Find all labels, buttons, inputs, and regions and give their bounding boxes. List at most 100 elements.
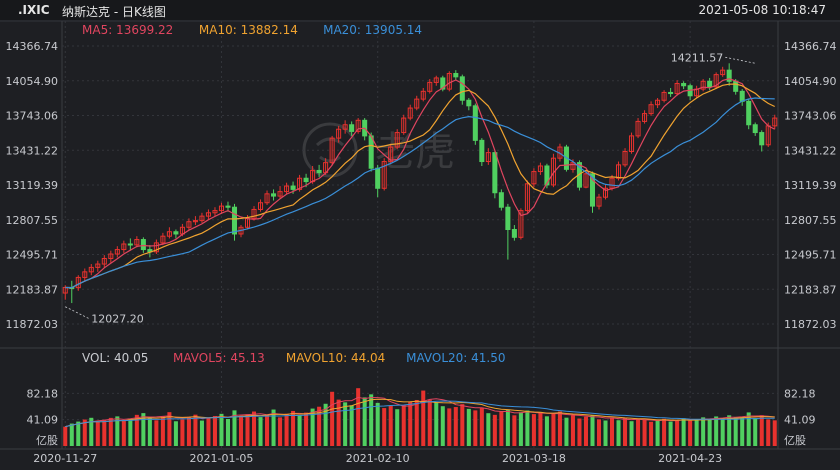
volume-bar — [583, 416, 588, 446]
volume-bar — [401, 405, 406, 446]
candle-body — [101, 257, 107, 265]
candle-body — [524, 183, 530, 212]
price-tick-left: 14054.90 — [6, 75, 59, 88]
volume-bar — [714, 416, 719, 446]
candle-body — [576, 162, 582, 188]
price-tick-right: 13119.39 — [784, 179, 837, 192]
high-annotation-label: 14211.57 — [671, 51, 724, 64]
candle-body — [739, 90, 745, 102]
candle-body — [518, 210, 524, 238]
volume-tick-right: 41.09 — [784, 414, 816, 427]
candle-body — [544, 165, 550, 186]
candle-body — [733, 80, 739, 92]
volume-bar — [492, 414, 497, 446]
symbol-label: .IXIC — [18, 3, 50, 17]
candle-body — [720, 69, 726, 76]
volume-bar — [252, 411, 257, 446]
volume-legend-item: MAVOL10: 44.04 — [286, 351, 385, 365]
volume-bar — [265, 415, 270, 446]
volume-bar — [642, 420, 647, 446]
volume-bar — [128, 418, 133, 446]
volume-bar — [382, 408, 387, 446]
candle-body — [414, 98, 420, 109]
volume-bar — [466, 408, 471, 446]
chart-title: 纳斯达克 - 日K线图 — [62, 5, 166, 19]
volume-bar — [63, 426, 68, 446]
candle-body — [440, 77, 446, 90]
ma-legend: MA5: 13699.22 MA10: 13882.14 MA20: 13905.1… — [82, 23, 422, 37]
candle-body — [713, 74, 719, 88]
volume-bar — [551, 413, 556, 446]
volume-bar — [349, 405, 354, 446]
candle-body — [661, 91, 667, 101]
candle-body — [505, 206, 511, 231]
candle-body — [537, 165, 543, 173]
volume-legend-item: MAVOL5: 45.13 — [173, 351, 265, 365]
volume-legend: VOL: 40.05 MAVOL5: 45.13 MAVOL10: 44.04 MAV… — [82, 351, 506, 365]
volume-bar — [753, 417, 758, 446]
price-tick-right: 12807.55 — [784, 214, 837, 227]
volume-bar — [245, 414, 250, 446]
volume-bar — [343, 402, 348, 446]
volume-bar — [154, 420, 159, 446]
price-tick-left: 12183.87 — [6, 283, 59, 296]
candle-body — [108, 253, 114, 259]
volume-bar — [76, 421, 81, 446]
volume-bar — [291, 410, 296, 446]
volume-bar — [681, 418, 686, 446]
volume-bar — [766, 419, 771, 446]
volume-bar — [603, 420, 608, 446]
price-tick-right: 11872.03 — [784, 318, 837, 331]
candle-body — [316, 169, 322, 174]
volume-bar — [688, 420, 693, 446]
candle-body — [342, 124, 348, 130]
volume-bar — [108, 417, 113, 446]
volume-bar — [616, 420, 621, 446]
volume-bar — [69, 423, 74, 446]
volume-bar — [212, 416, 217, 446]
volume-bar — [460, 404, 465, 446]
volume-bar — [564, 417, 569, 446]
volume-bar — [557, 411, 562, 446]
candle-body — [420, 90, 426, 100]
candle-body — [140, 239, 146, 251]
volume-bar — [186, 416, 191, 446]
candle-body — [511, 229, 517, 238]
candle-body — [602, 187, 609, 198]
volume-bar — [570, 415, 575, 446]
volume-bar — [330, 391, 335, 446]
candle-body — [212, 210, 218, 214]
candle-body — [166, 231, 172, 237]
volume-bar — [356, 388, 361, 446]
volume-bar — [636, 419, 641, 446]
candle-body — [772, 117, 778, 127]
candle-body — [616, 164, 622, 179]
candle-body — [531, 171, 537, 185]
candle-body — [375, 167, 381, 189]
volume-legend-item: VOL: 40.05 — [82, 351, 148, 365]
volume-bar — [746, 412, 751, 446]
candle-body — [231, 206, 238, 235]
candle-body — [407, 107, 413, 119]
volume-bar — [395, 409, 400, 446]
candle-body — [746, 100, 752, 126]
high-annotation-line — [725, 56, 756, 64]
candle-body — [75, 276, 81, 289]
candle-body — [635, 120, 641, 137]
candle-body — [329, 137, 335, 164]
volume-bar — [206, 417, 211, 446]
volume-bar — [408, 401, 413, 446]
candle-body — [127, 243, 133, 246]
ma-legend-item: MA10: 13882.14 — [199, 23, 298, 37]
volume-bar — [499, 411, 504, 446]
candle-body — [88, 266, 94, 273]
candle-body — [453, 72, 459, 78]
candle-body — [199, 215, 205, 222]
price-tick-right: 12183.87 — [784, 283, 837, 296]
candle-body — [700, 80, 706, 90]
candle-body — [726, 69, 732, 82]
volume-bar — [238, 415, 244, 446]
mavol20-line — [65, 400, 775, 428]
